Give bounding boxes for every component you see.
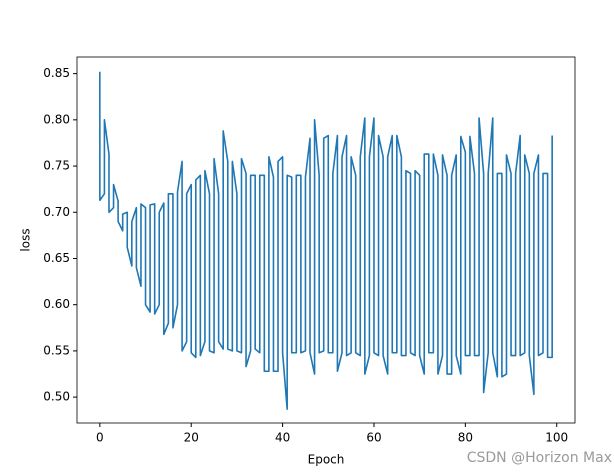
y-tick-label: 0.55	[43, 343, 70, 357]
y-tick-label: 0.80	[43, 112, 70, 126]
y-tick-label: 0.50	[43, 390, 70, 404]
x-tick-label: 20	[184, 431, 199, 445]
x-tick-label: 100	[545, 431, 568, 445]
x-tick-label: 0	[96, 431, 104, 445]
y-tick-label: 0.85	[43, 66, 70, 80]
x-axis-label: Epoch	[308, 453, 345, 467]
x-tick-label: 60	[366, 431, 381, 445]
y-axis-label: loss	[19, 228, 33, 251]
y-tick-label: 0.65	[43, 251, 70, 265]
x-tick-label: 40	[275, 431, 290, 445]
y-tick-label: 0.75	[43, 159, 70, 173]
x-tick-label: 80	[458, 431, 473, 445]
y-tick-label: 0.70	[43, 205, 70, 219]
watermark: CSDN @Horizon Max	[467, 450, 612, 466]
line-series	[99, 71, 553, 410]
y-tick-label: 0.60	[43, 297, 70, 311]
plot-frame	[76, 56, 576, 424]
